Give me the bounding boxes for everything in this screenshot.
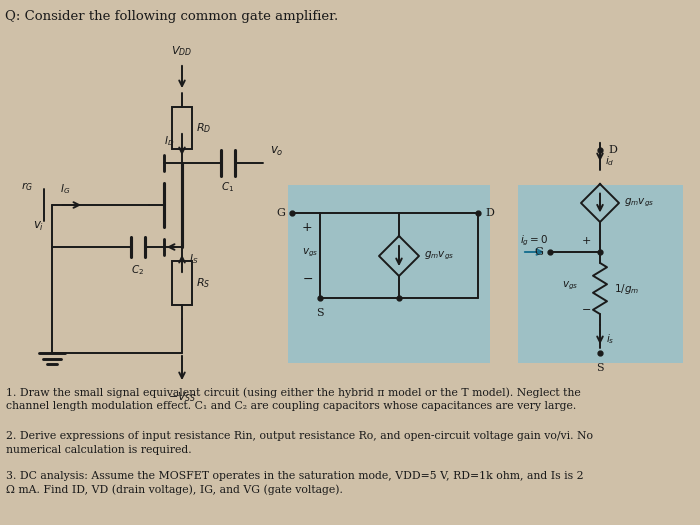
Text: $I_D$: $I_D$ xyxy=(164,134,174,148)
Text: $I_S$: $I_S$ xyxy=(189,252,198,266)
Bar xyxy=(518,185,683,363)
Text: S: S xyxy=(596,363,604,373)
Text: $R_S$: $R_S$ xyxy=(196,276,211,290)
Text: $C_2$: $C_2$ xyxy=(132,263,144,277)
Text: 2. Derive expressions of input resistance Rin, output resistance Ro, and open-ci: 2. Derive expressions of input resistanc… xyxy=(6,431,593,455)
Text: $R_D$: $R_D$ xyxy=(196,121,211,135)
Text: $i_s$: $i_s$ xyxy=(606,332,615,346)
Text: $I_G$: $I_G$ xyxy=(60,182,70,196)
Text: 3. DC analysis: Assume the MOSFET operates in the saturation mode, VDD=5 V, RD=1: 3. DC analysis: Assume the MOSFET operat… xyxy=(6,471,584,496)
Text: $-$: $-$ xyxy=(581,303,591,313)
Text: S: S xyxy=(316,308,324,318)
Text: +: + xyxy=(581,236,591,246)
Text: 1. Draw the small signal equivalent circuit (using either the hybrid π model or : 1. Draw the small signal equivalent circ… xyxy=(6,387,581,411)
Text: Q: Consider the following common gate amplifier.: Q: Consider the following common gate am… xyxy=(5,10,338,23)
Text: $v_{gs}$: $v_{gs}$ xyxy=(302,247,318,259)
Text: $-V_{SS}$: $-V_{SS}$ xyxy=(168,390,196,404)
Text: G: G xyxy=(276,208,285,218)
Text: G: G xyxy=(534,247,543,257)
Bar xyxy=(288,185,490,363)
Text: $r_G$: $r_G$ xyxy=(21,180,33,193)
Text: $v_{gs}$: $v_{gs}$ xyxy=(561,280,578,292)
Text: $v_o$: $v_o$ xyxy=(270,145,284,158)
Text: $i_g = 0$: $i_g = 0$ xyxy=(520,234,548,248)
Text: $-$: $-$ xyxy=(302,272,313,285)
Text: D: D xyxy=(608,145,617,155)
Text: $g_m v_{gs}$: $g_m v_{gs}$ xyxy=(624,197,655,209)
Text: $v_i$: $v_i$ xyxy=(33,219,44,233)
Text: $C_1$: $C_1$ xyxy=(221,180,234,194)
Text: $V_{DD}$: $V_{DD}$ xyxy=(172,44,193,58)
Text: $1/g_m$: $1/g_m$ xyxy=(614,281,639,296)
Text: $i_d$: $i_d$ xyxy=(605,154,615,168)
Text: +: + xyxy=(302,221,313,234)
Text: D: D xyxy=(485,208,494,218)
Text: $g_m v_{gs}$: $g_m v_{gs}$ xyxy=(424,250,454,262)
